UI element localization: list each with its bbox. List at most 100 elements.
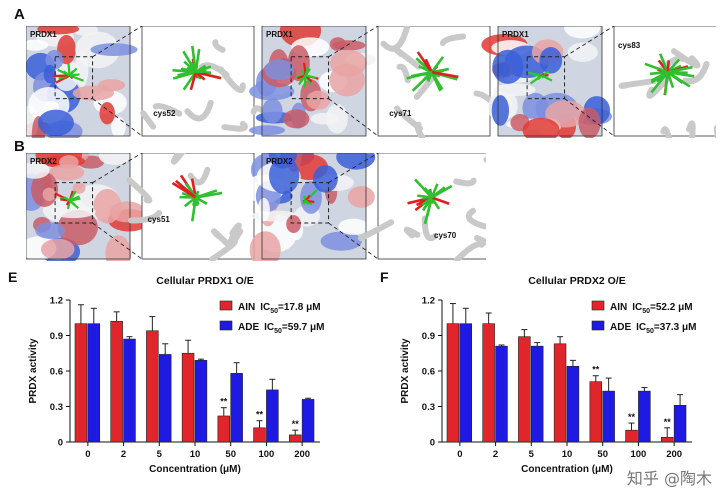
x-tick-label: 0 [85,449,90,460]
panel-letter-b: B [14,138,25,155]
surface-a2-patch [262,98,282,123]
surface-a3-patch [539,47,562,74]
surface-b1-patch [51,205,95,218]
surface-a3-patch [492,50,523,84]
legend-swatch-ain [592,301,604,310]
bar-ade [302,399,314,442]
legend-ic-subscript: 50 [274,328,282,335]
surface-b1 [26,153,150,261]
x-tick-label: 0 [457,449,462,460]
surface-a3-patch [492,95,509,126]
bar-ain [483,324,495,442]
bar-ade [531,346,543,442]
bar-ain [447,324,459,442]
protein-label: PRDX2 [266,157,293,166]
y-tick-label: 0 [58,438,63,449]
zoom-b1-ligand-bond [196,198,198,206]
bar-ain [254,428,266,442]
zoom-a1 [142,26,272,136]
zoom-b2-ribbon [456,181,474,184]
legend-label-ain: AIN IC50=17.8 μM [238,302,321,315]
x-tick-label: 5 [529,449,535,460]
x-tick-label: 200 [294,449,310,460]
legend-ic-subscript: 50 [642,308,650,315]
significance-label: ** [628,412,636,422]
y-tick-label: 1.2 [422,296,435,307]
surface-a2-patch [330,50,367,77]
legend-swatch-ade [220,321,232,330]
bar-ade [674,405,686,442]
bar-ade [567,366,579,442]
residue-label: cys51 [148,215,171,224]
y-axis-label: PRDX activity [400,338,411,403]
bar-ade [603,391,615,442]
legend-ic-label: IC [260,302,270,313]
x-tick-label: 5 [157,449,163,460]
surface-a2-patch [330,37,346,51]
panel-letter: F [380,269,389,285]
bar-ain [146,331,158,442]
residue-label: cys52 [153,109,176,118]
panel-letter: E [8,269,17,285]
surface-a1 [26,26,138,138]
residue-label: cys71 [389,109,412,118]
legend-ic-subscript: 50 [270,308,278,315]
chart-title: Cellular PRDX2 O/E [528,275,625,287]
bar-ade [496,346,508,442]
legend-ic-value: =17.8 μM [278,302,321,313]
surface-a2-patch [283,109,309,128]
y-tick-label: 0.6 [422,367,435,378]
legend-ic-value: =37.3 μM [654,322,697,333]
surface-b2-patch [348,186,375,208]
legend-ic-subscript: 50 [646,328,654,335]
bar-ade [124,339,136,442]
x-axis-label: Concentration (μM) [149,464,241,475]
y-axis-label: PRDX activity [28,338,39,403]
bar-ain [182,353,194,442]
x-tick-label: 50 [597,449,608,460]
zoom-b1 [129,153,254,259]
y-tick-label: 0.3 [50,402,63,413]
zoom-b2 [361,153,486,260]
panel-letter-a: A [14,6,25,23]
x-tick-label: 200 [666,449,682,460]
bar-ain [218,416,230,442]
surface-b1-patch [59,155,79,169]
surface-b2-patch [338,219,368,235]
x-tick-label: 2 [121,449,126,460]
significance-label: ** [256,410,264,420]
y-tick-label: 0.9 [50,331,63,342]
surface-a1-patch [90,43,137,56]
y-tick-label: 0 [430,438,435,449]
surface-a1-ligand-bond [68,63,69,75]
bar-ain [518,337,530,442]
bar-ade [88,324,100,442]
protein-label: PRDX1 [502,30,529,39]
legend-series-name: AIN [238,302,255,313]
bar-ain [75,324,87,442]
watermark: 知乎 @陶木 [627,465,712,489]
surface-b2-patch [258,198,270,221]
surface-a1-patch [38,110,74,136]
surface-a2-patch [306,91,330,110]
legend-ic-label: IC [632,302,642,313]
bar-ade [231,373,243,442]
bar-ain [590,382,602,442]
significance-label: ** [592,365,600,375]
protein-label: PRDX1 [266,30,293,39]
bar-ade [195,360,207,442]
x-tick-label: 50 [225,449,236,460]
legend-series-name: ADE [238,322,259,333]
chart-title: Cellular PRDX1 O/E [156,275,253,287]
surface-a2-patch [249,125,285,135]
legend-ic-label: IC [636,322,646,333]
surface-b2-patch [313,165,338,193]
legend-ic-value: =59.7 μM [282,322,325,333]
